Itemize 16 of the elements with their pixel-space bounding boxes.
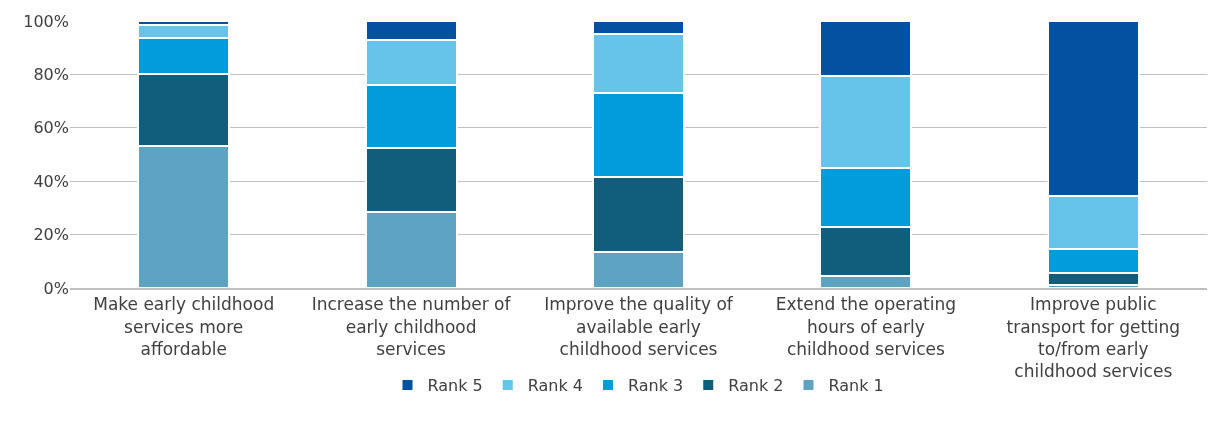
y-tick-label: 100% bbox=[23, 11, 69, 31]
y-tick-label: 40% bbox=[33, 171, 69, 191]
legend-label: Rank 4 bbox=[527, 376, 583, 396]
legend-label: Rank 2 bbox=[728, 376, 784, 396]
x-tick-label: Increase the number of early childhood services bbox=[311, 294, 512, 359]
y-tick-label: 20% bbox=[33, 225, 69, 245]
legend-label: Rank 3 bbox=[628, 376, 684, 396]
y-tick-label: 0% bbox=[43, 278, 69, 298]
legend-label: Rank 1 bbox=[828, 376, 884, 396]
y-tick-label: 60% bbox=[33, 118, 69, 138]
x-tick-label: Extend the operating hours of early childhood services bbox=[775, 294, 957, 359]
x-tick-label: Improve the quality of available early childhood services bbox=[544, 294, 734, 359]
legend-label: Rank 5 bbox=[427, 376, 483, 396]
x-tick-label: Improve public transport for getting to/from early childhood services bbox=[1006, 294, 1181, 381]
x-tick-label: Make early childhood services more affordable bbox=[93, 294, 275, 359]
y-tick-label: 80% bbox=[33, 65, 69, 84]
